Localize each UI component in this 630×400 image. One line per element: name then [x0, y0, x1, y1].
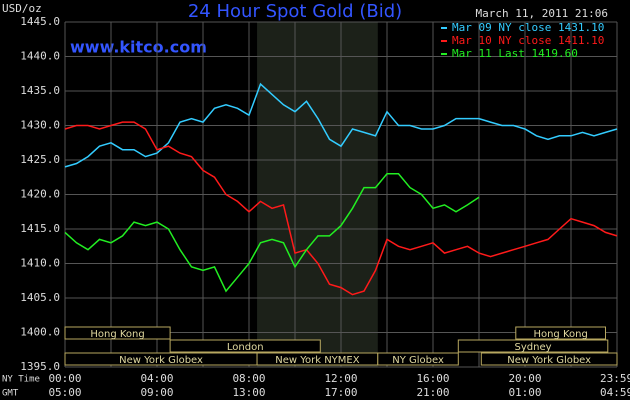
price-line: [64, 173, 480, 293]
y-tick-label: 1405.0: [20, 291, 60, 304]
timestamp: March 11, 2011 21:06: [476, 7, 608, 20]
x-tick-label: 08:00: [232, 372, 265, 385]
y-tick-label: 1425.0: [20, 153, 60, 166]
x-tick-label: 05:00: [48, 386, 81, 399]
legend-label: Mar 10 NY close 1411.10: [452, 34, 604, 47]
x-tick-label: 01:00: [508, 386, 541, 399]
y-tick-label: 1410.0: [20, 257, 60, 270]
session-box: [515, 326, 606, 340]
y-tick-label: 1400.0: [20, 326, 60, 339]
session-label: Sydney: [515, 342, 552, 353]
x-tick-label: 16:00: [416, 372, 449, 385]
x-tick-label: 12:00: [324, 372, 357, 385]
session-box: [64, 326, 171, 340]
session-label: New York Globex: [507, 355, 591, 366]
y-tick-label: 1435.0: [20, 84, 60, 97]
y-tick-label: 1445.0: [20, 15, 60, 28]
session-label: New York Globex: [119, 355, 203, 366]
session-label: New York NYMEX: [275, 355, 360, 366]
session-label: NY Globex: [392, 355, 444, 366]
chart-title: 24 Hour Spot Gold (Bid): [188, 1, 402, 22]
y-tick-label: 1415.0: [20, 222, 60, 235]
x-tick-label: 04:00: [140, 372, 173, 385]
y-tick-label: 1420.0: [20, 188, 60, 201]
price-line: [64, 82, 618, 168]
legend-label: Mar 09 NY close 1431.10: [452, 21, 604, 34]
x-tick-label: 20:00: [508, 372, 541, 385]
y-axis-label: USD/oz: [2, 2, 42, 15]
watermark: www.kitco.com: [70, 38, 207, 57]
y-tick-label: 1430.0: [20, 119, 60, 132]
x-tick-label: 23:59: [600, 372, 630, 385]
session-box: [377, 352, 459, 366]
x-tick-label: 21:00: [416, 386, 449, 399]
x-tick-label: 17:00: [324, 386, 357, 399]
session-box: [169, 339, 321, 353]
price-line: [64, 121, 618, 296]
session-box: [457, 339, 609, 353]
y-tick-label: 1440.0: [20, 50, 60, 63]
x-row-label: NY Time: [2, 375, 40, 385]
x-row-label: GMT: [2, 389, 19, 399]
x-tick-label: 13:00: [232, 386, 265, 399]
session-label: London: [227, 342, 264, 353]
x-tick-label: 09:00: [140, 386, 173, 399]
session-box: [480, 352, 618, 366]
x-tick-label: 00:00: [48, 372, 81, 385]
y-tick-label: 1395.0: [20, 360, 60, 373]
x-tick-label: 04:59: [600, 386, 630, 399]
legend-label: Mar 11 Last 1419.60: [452, 47, 578, 60]
session-label: Hong Kong: [90, 329, 144, 340]
session-label: Hong Kong: [533, 329, 587, 340]
